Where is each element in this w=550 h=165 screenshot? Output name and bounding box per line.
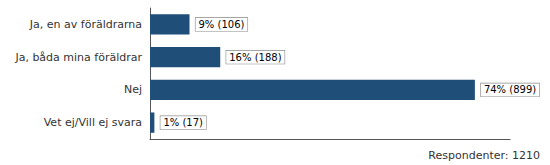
svg-text:74% (899): 74% (899)	[484, 84, 536, 95]
svg-text:Ja, båda mina föräldrar: Ja, båda mina föräldrar	[14, 51, 142, 64]
svg-text:Nej: Nej	[124, 83, 142, 96]
svg-text:16% (188): 16% (188)	[229, 52, 281, 63]
svg-text:Ja, en av föräldrarna: Ja, en av föräldrarna	[29, 18, 142, 31]
svg-text:Vet ej/Vill ej svara: Vet ej/Vill ej svara	[44, 116, 142, 129]
svg-text:9% (106): 9% (106)	[199, 19, 245, 30]
svg-text:Respondenter: 1210: Respondenter: 1210	[428, 149, 540, 162]
svg-text:1% (17): 1% (17)	[163, 117, 203, 128]
